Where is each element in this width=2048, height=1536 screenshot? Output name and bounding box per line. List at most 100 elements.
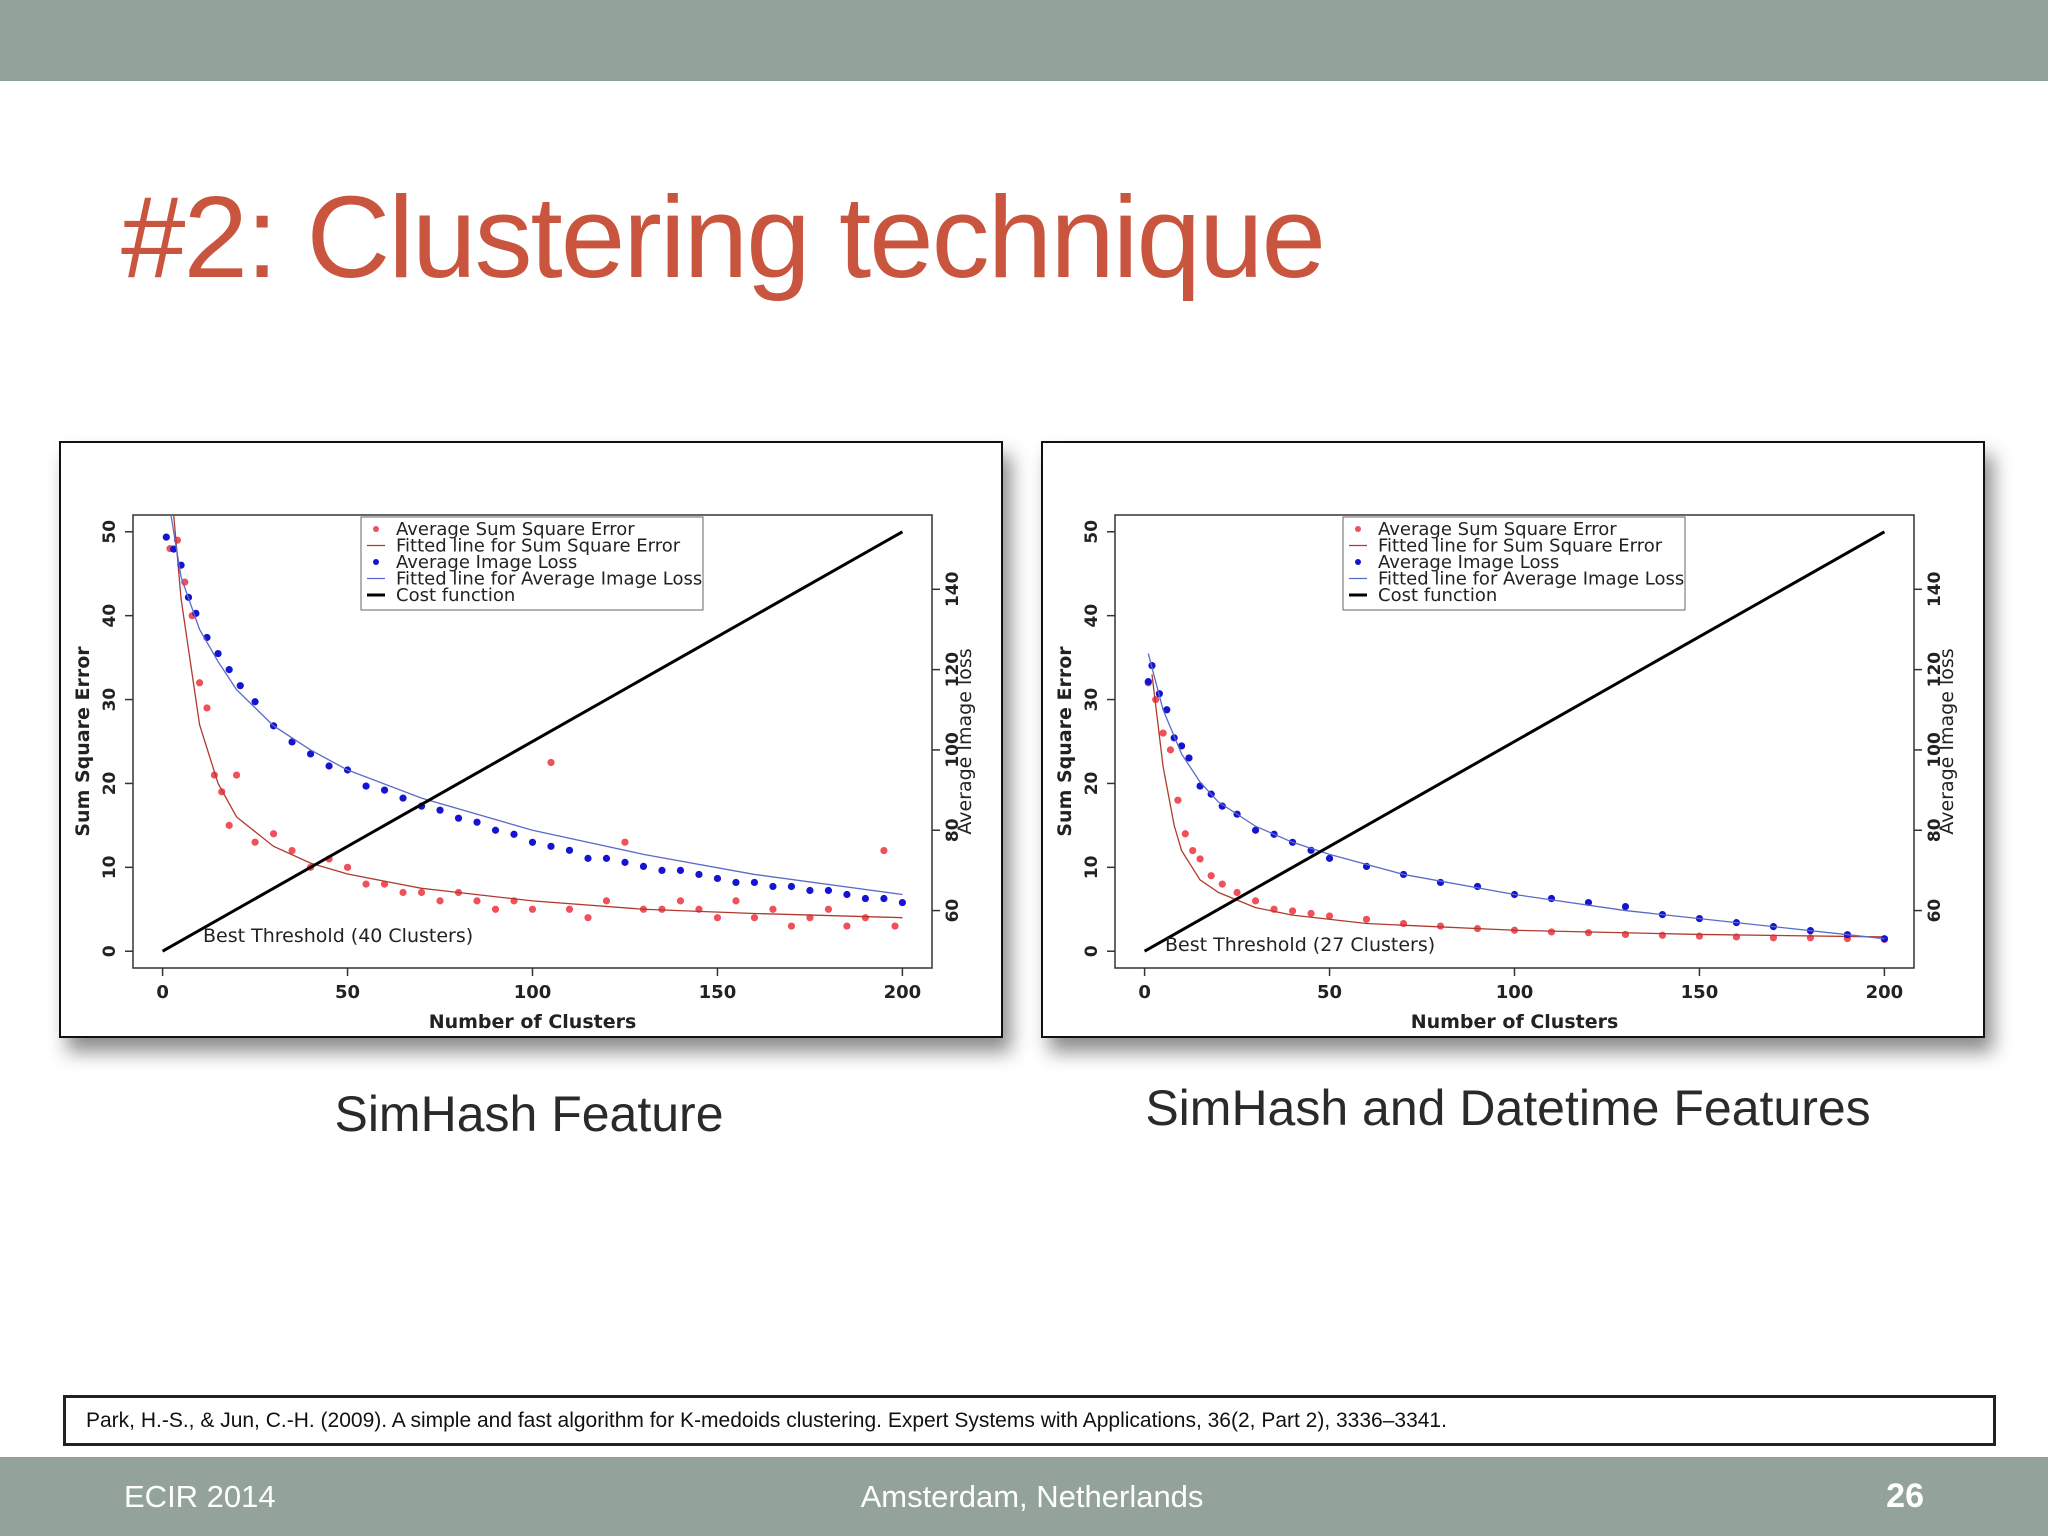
y2-tick-label: 140: [1925, 571, 1945, 607]
data-point: [1207, 872, 1215, 880]
data-point: [1621, 930, 1630, 939]
data-point: [1177, 742, 1186, 750]
data-point: [861, 894, 870, 903]
data-point: [288, 846, 296, 855]
x-tick-label: 50: [1317, 982, 1342, 1003]
reference: Park, H.-S., & Jun, C.-H. (2009). A simp…: [63, 1395, 1996, 1446]
y-tick-label: 20: [1082, 771, 1102, 795]
y2-tick-label: 140: [943, 571, 963, 607]
data-point: [203, 704, 211, 712]
chart-frame: 0 50 100 150 200 0 10 20 30 40 50 60 80 100 120 140 Numb…: [1041, 441, 1985, 1038]
data-point: [547, 758, 555, 767]
y-tick-label: 30: [1082, 688, 1102, 712]
data-point: [732, 878, 740, 887]
x-tick-label: 50: [335, 982, 360, 1003]
data-point: [380, 786, 389, 794]
data-point: [251, 838, 259, 846]
data-point: [1436, 878, 1445, 887]
y-axis-label: Sum Square Error: [1054, 646, 1076, 837]
data-point: [399, 888, 407, 897]
data-point: [162, 533, 170, 541]
y-tick-label: 10: [100, 855, 120, 879]
data-point: [1218, 880, 1226, 888]
data-point: [1196, 855, 1204, 863]
x-tick-label: 150: [699, 982, 737, 1003]
data-point: [1288, 907, 1297, 915]
y-tick-label: 0: [100, 945, 120, 957]
y2-tick-label: 120: [1925, 652, 1945, 688]
x-tick-label: 150: [1681, 982, 1719, 1003]
data-point: [602, 897, 611, 905]
data-point: [806, 886, 814, 895]
data-point: [1144, 678, 1152, 686]
y2-tick-label: 80: [1925, 818, 1945, 842]
series-line: [1151, 674, 1885, 938]
y-tick-label: 40: [100, 604, 120, 628]
data-point: [232, 771, 241, 779]
data-point: [806, 914, 814, 922]
legend-label: Fitted line for Average Image Loss: [396, 569, 702, 590]
data-point: [861, 914, 870, 922]
legend-label: Fitted line for Sum Square Error: [396, 536, 681, 557]
data-point: [225, 821, 233, 829]
data-point: [1174, 796, 1182, 804]
data-point: [362, 782, 370, 790]
chart-caption: SimHash Feature: [334, 1086, 724, 1142]
data-point: [1399, 919, 1408, 928]
data-point: [1233, 888, 1241, 897]
chart-frame: 0 50 100 150 200 0 10 20 30 40 50 60 80 100 120 140 Numb…: [59, 441, 1003, 1038]
footer-center: Amsterdam, Netherlands: [860, 1479, 1204, 1514]
data-point: [225, 666, 233, 674]
data-point: [565, 905, 574, 913]
data-point: [288, 738, 296, 746]
data-point: [1695, 932, 1704, 940]
data-point: [1325, 854, 1334, 862]
data-point: [1185, 754, 1193, 762]
data-point: [676, 866, 685, 875]
data-point: [510, 830, 518, 838]
data-point: [1436, 922, 1445, 930]
data-point: [787, 882, 796, 891]
data-point: [1362, 915, 1371, 923]
data-point: [824, 886, 833, 895]
annotation: Best Threshold (27 Clusters): [1165, 934, 1435, 956]
data-point: [843, 890, 851, 899]
data-point: [891, 922, 899, 930]
data-point: [695, 870, 703, 879]
legend-marker: [1355, 559, 1361, 565]
y-tick-label: 10: [1082, 855, 1102, 879]
y-axis-label: Sum Square Error: [72, 646, 94, 837]
data-point: [269, 830, 278, 838]
legend-label: Fitted line for Average Image Loss: [1378, 569, 1684, 590]
data-point: [1251, 897, 1260, 905]
y2-tick-label: 100: [943, 732, 963, 768]
legend-label: Average Image Loss: [1378, 552, 1559, 573]
annotation: Best Threshold (40 Clusters): [203, 925, 473, 947]
y2-tick-label: 60: [943, 899, 963, 923]
legend-marker: [373, 559, 379, 565]
data-point: [639, 862, 648, 870]
x-tick-label: 100: [1496, 982, 1534, 1003]
data-point: [565, 846, 574, 854]
data-point: [380, 880, 389, 888]
x-tick-label: 200: [884, 982, 922, 1003]
data-point: [732, 897, 740, 905]
data-point: [417, 888, 426, 897]
data-point: [343, 863, 352, 871]
data-point: [769, 905, 777, 913]
data-point: [1621, 902, 1630, 911]
data-point: [436, 806, 444, 814]
legend-marker: [373, 526, 379, 532]
data-point: [1658, 931, 1667, 939]
x-tick-label: 100: [514, 982, 552, 1003]
data-point: [214, 649, 222, 658]
x-axis-label: Number of Clusters: [1411, 1011, 1619, 1033]
y2-tick-label: 80: [943, 818, 963, 842]
chart-caption: SimHash and Datetime Features: [1145, 1080, 1871, 1136]
data-point: [1163, 706, 1171, 714]
data-point: [1325, 912, 1334, 920]
series-line: [170, 515, 903, 896]
data-point: [1166, 746, 1175, 754]
data-point: [473, 818, 481, 826]
